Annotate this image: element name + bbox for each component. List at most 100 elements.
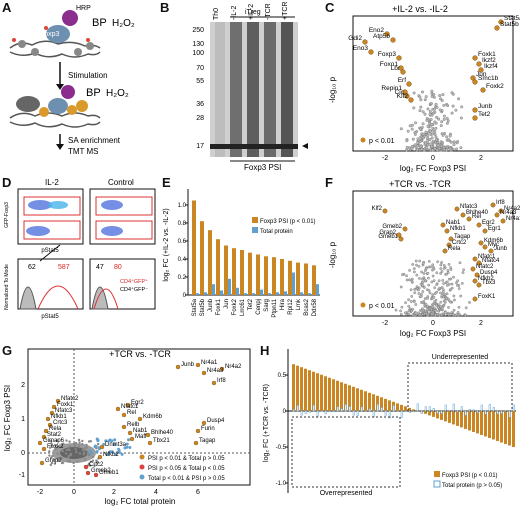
panel-f-point — [452, 314, 454, 316]
panel-c-hit — [409, 98, 414, 103]
panel-g-point — [62, 450, 64, 452]
panel-f-point — [442, 291, 444, 293]
panel-g-point — [73, 445, 75, 447]
panel-h-psi-bar — [504, 411, 507, 444]
panel-h-total-bar — [509, 411, 511, 417]
panel-d-xlabel-bottom: pStat5 — [41, 314, 59, 320]
panel-c-point — [446, 122, 449, 125]
panel-c-point — [447, 120, 450, 123]
panel-h-total-bar — [305, 411, 307, 413]
panel-c-point — [422, 123, 425, 126]
panel-e-ytick: 0.6 — [178, 239, 187, 245]
panel-c-point — [442, 146, 445, 149]
panel-g-hit — [148, 441, 152, 445]
panel-g-gene-label: Nr4a3 — [207, 368, 224, 374]
panel-c-hit — [369, 50, 374, 55]
panel-f-point — [440, 301, 442, 303]
panel-f-point — [436, 272, 438, 274]
panel-e-gene-label: Stat5b — [200, 298, 206, 316]
panel-g-hit — [38, 441, 42, 445]
panel-g-scatter: +TCR vs. -TCR log₂ FC Foxp3 PSI -1 0 1 2… — [0, 343, 255, 507]
panel-f-point — [434, 310, 436, 312]
marker-17: 17 — [196, 143, 204, 150]
panel-f-point — [434, 300, 436, 302]
panel-e-psi-bar — [200, 221, 204, 295]
panel-f-point — [448, 263, 450, 265]
panel-e-gene-label: Cenpj — [256, 299, 262, 315]
panel-f-hit — [479, 241, 483, 245]
panel-h-psi-bar — [444, 411, 447, 421]
panel-f-gene-label: Junb — [494, 246, 508, 252]
panel-f-hit — [473, 279, 477, 283]
panel-g-ytick-1: -1 — [19, 472, 25, 479]
panel-c-point — [435, 122, 438, 125]
panel-c-xlabel: log₂ FC Foxp3 PSI — [400, 164, 466, 173]
panel-f-point — [404, 302, 406, 304]
panel-h-psi-bar — [432, 411, 435, 417]
panel-f-point — [400, 313, 402, 315]
h2o2-label: H₂O₂ — [112, 18, 135, 29]
panel-h-psi-bar — [400, 405, 403, 411]
panel-f-point — [437, 261, 439, 263]
panel-g-hit — [202, 371, 206, 375]
panel-g-hit — [42, 447, 46, 451]
panel-h-psi-bar — [352, 387, 355, 411]
panel-g-point — [69, 445, 71, 447]
panel-e-psi-bar — [304, 264, 308, 296]
panel-h-ylabel: log₂ FC (+TCR vs. -TCR) — [263, 384, 270, 462]
panel-e-gene-label: Sarg — [264, 299, 270, 312]
panel-g-ytick-2: 0 — [21, 450, 25, 457]
panel-e-total-bar — [244, 293, 247, 295]
panel-f-point — [409, 308, 411, 310]
panel-f-gene-label: Egr1 — [488, 226, 501, 232]
panel-e-total-bar — [252, 293, 255, 295]
panel-h-total-bar — [297, 405, 299, 411]
panel-h-psi-bar — [300, 367, 303, 411]
panel-g-xtick-5: 6 — [196, 489, 200, 496]
foxp3-psi-label: Foxp3 PSI — [244, 163, 281, 172]
panel-g-hit — [202, 421, 206, 425]
panel-g-gene-label: Egr2 — [131, 400, 144, 406]
panel-h-total-bar — [393, 405, 395, 411]
panel-g-point — [67, 460, 69, 462]
bp-label: BP — [92, 17, 107, 29]
panel-d-num-62: 62 — [28, 264, 36, 271]
panel-f-gene-label: Nr4a1 — [506, 216, 520, 222]
panel-c-point — [405, 149, 408, 152]
panel-h-total-bar — [301, 411, 303, 415]
panel-f-point — [446, 273, 448, 275]
panel-g-gene-label: Foxk2 — [47, 444, 64, 450]
panel-h-total-bar — [429, 407, 431, 411]
panel-e-legend-1: Foxp3 PSI (p < 0.01) — [260, 219, 316, 225]
panel-h-total-bar — [325, 411, 327, 414]
panel-e-psi-bar — [288, 261, 292, 295]
panel-e-psi-bar — [208, 230, 212, 295]
panel-g-point — [81, 440, 83, 442]
panel-f-point — [443, 267, 445, 269]
panel-e-psi-bar — [312, 265, 316, 295]
panel-g-legend-3: Total p < 0.01 & PSI p > 0.05 — [148, 476, 225, 482]
panel-f-point — [468, 301, 470, 303]
panel-f-point — [427, 272, 429, 274]
panel-f-point — [430, 309, 432, 311]
panel-f-point — [443, 264, 445, 266]
panel-c-hit — [473, 56, 478, 61]
panel-c-hit — [401, 70, 406, 75]
panel-e-total-bar — [308, 293, 311, 295]
panel-h-psi-bar — [336, 381, 339, 411]
panel-e-psi-bar — [264, 256, 268, 295]
panel-e-psi-bar — [216, 239, 220, 295]
panel-h-total-bar — [361, 407, 363, 411]
panel-f-gene-label: Tbx3 — [482, 280, 496, 286]
panel-f-point — [462, 271, 464, 273]
panel-c-point — [427, 134, 430, 137]
panel-f-point — [450, 311, 452, 313]
panel-c-point — [414, 144, 417, 147]
panel-e-ytick: 0.2 — [178, 275, 187, 281]
panel-g-point — [70, 453, 72, 455]
panel-f-point — [458, 287, 460, 289]
panel-h-total-bar — [481, 405, 483, 411]
panel-g-hit — [130, 437, 134, 441]
panel-f-hit — [491, 203, 495, 207]
panel-h-total-bar — [313, 405, 315, 411]
